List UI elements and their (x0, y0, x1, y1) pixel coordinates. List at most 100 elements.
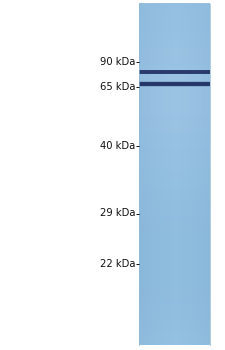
Bar (139, 163, 210, 164)
Bar (139, 296, 210, 297)
Bar (158, 4, 160, 345)
Bar (139, 154, 210, 155)
Bar (139, 249, 210, 250)
Bar (139, 123, 210, 124)
Bar (139, 19, 210, 21)
Bar (139, 293, 210, 294)
Bar (139, 253, 210, 254)
Bar (139, 111, 210, 112)
Bar (139, 204, 210, 205)
Bar (208, 4, 210, 345)
Bar (139, 81, 210, 87)
Bar (139, 63, 210, 64)
Bar (139, 93, 210, 94)
Bar (163, 4, 165, 345)
Bar (139, 189, 210, 190)
Bar (139, 109, 210, 111)
Bar (139, 233, 210, 235)
Bar (139, 90, 210, 91)
Bar (139, 275, 210, 276)
Bar (139, 309, 210, 311)
Bar (139, 287, 210, 288)
Bar (139, 49, 210, 50)
Bar (180, 4, 182, 345)
Bar (139, 106, 210, 107)
Bar (139, 52, 210, 54)
Bar (139, 24, 210, 25)
Bar (139, 33, 210, 34)
Bar (139, 280, 210, 281)
Bar (139, 255, 210, 256)
Bar (139, 315, 210, 316)
Bar (139, 133, 210, 134)
Bar (139, 340, 210, 341)
Bar (139, 21, 210, 22)
Bar (168, 4, 170, 345)
Bar (139, 18, 210, 19)
Bar (139, 265, 210, 266)
Bar (139, 317, 210, 318)
Bar (139, 308, 210, 309)
Bar (139, 64, 210, 65)
Bar (139, 259, 210, 260)
Bar (139, 157, 210, 158)
Bar (139, 297, 210, 298)
Bar (139, 81, 210, 82)
Bar (139, 313, 210, 314)
Bar (139, 86, 210, 88)
Bar (139, 148, 210, 149)
Bar (139, 164, 210, 165)
Bar (139, 104, 210, 105)
Bar (139, 116, 210, 117)
Bar (139, 120, 210, 121)
Bar (139, 223, 210, 224)
Bar (139, 241, 210, 242)
Bar (139, 207, 210, 208)
Bar (177, 4, 180, 345)
Bar (139, 304, 210, 305)
Bar (139, 234, 210, 236)
Bar (139, 46, 210, 47)
Bar (139, 331, 210, 332)
Bar (139, 78, 210, 80)
Bar (139, 329, 210, 330)
Bar (139, 44, 210, 46)
Bar (139, 178, 210, 180)
Bar (139, 230, 210, 231)
Bar (139, 288, 210, 289)
Bar (139, 131, 210, 132)
Bar (139, 13, 210, 14)
Bar (139, 191, 210, 193)
Bar (139, 66, 210, 67)
Bar (139, 71, 210, 73)
Bar (139, 100, 210, 102)
Bar (198, 4, 201, 345)
Bar (139, 333, 210, 335)
Bar (139, 307, 210, 308)
Bar (139, 281, 210, 282)
Bar (139, 32, 210, 33)
Bar (139, 256, 210, 257)
Bar (139, 322, 210, 323)
Bar (139, 50, 210, 51)
Bar (139, 202, 210, 203)
Bar (139, 70, 210, 74)
Bar (139, 199, 210, 200)
Bar (139, 311, 210, 312)
Bar (139, 176, 210, 177)
Bar (139, 89, 210, 90)
Bar (139, 144, 210, 145)
Bar (139, 84, 210, 85)
Bar (139, 270, 210, 271)
Bar (139, 316, 210, 317)
Bar (139, 146, 210, 147)
Bar (139, 175, 210, 176)
Bar (144, 4, 146, 345)
Text: 65 kDa: 65 kDa (99, 82, 135, 92)
Bar (139, 58, 210, 59)
Bar (139, 151, 210, 153)
Bar (139, 266, 210, 267)
Bar (139, 98, 210, 99)
Bar (139, 224, 210, 225)
Bar (139, 169, 210, 171)
